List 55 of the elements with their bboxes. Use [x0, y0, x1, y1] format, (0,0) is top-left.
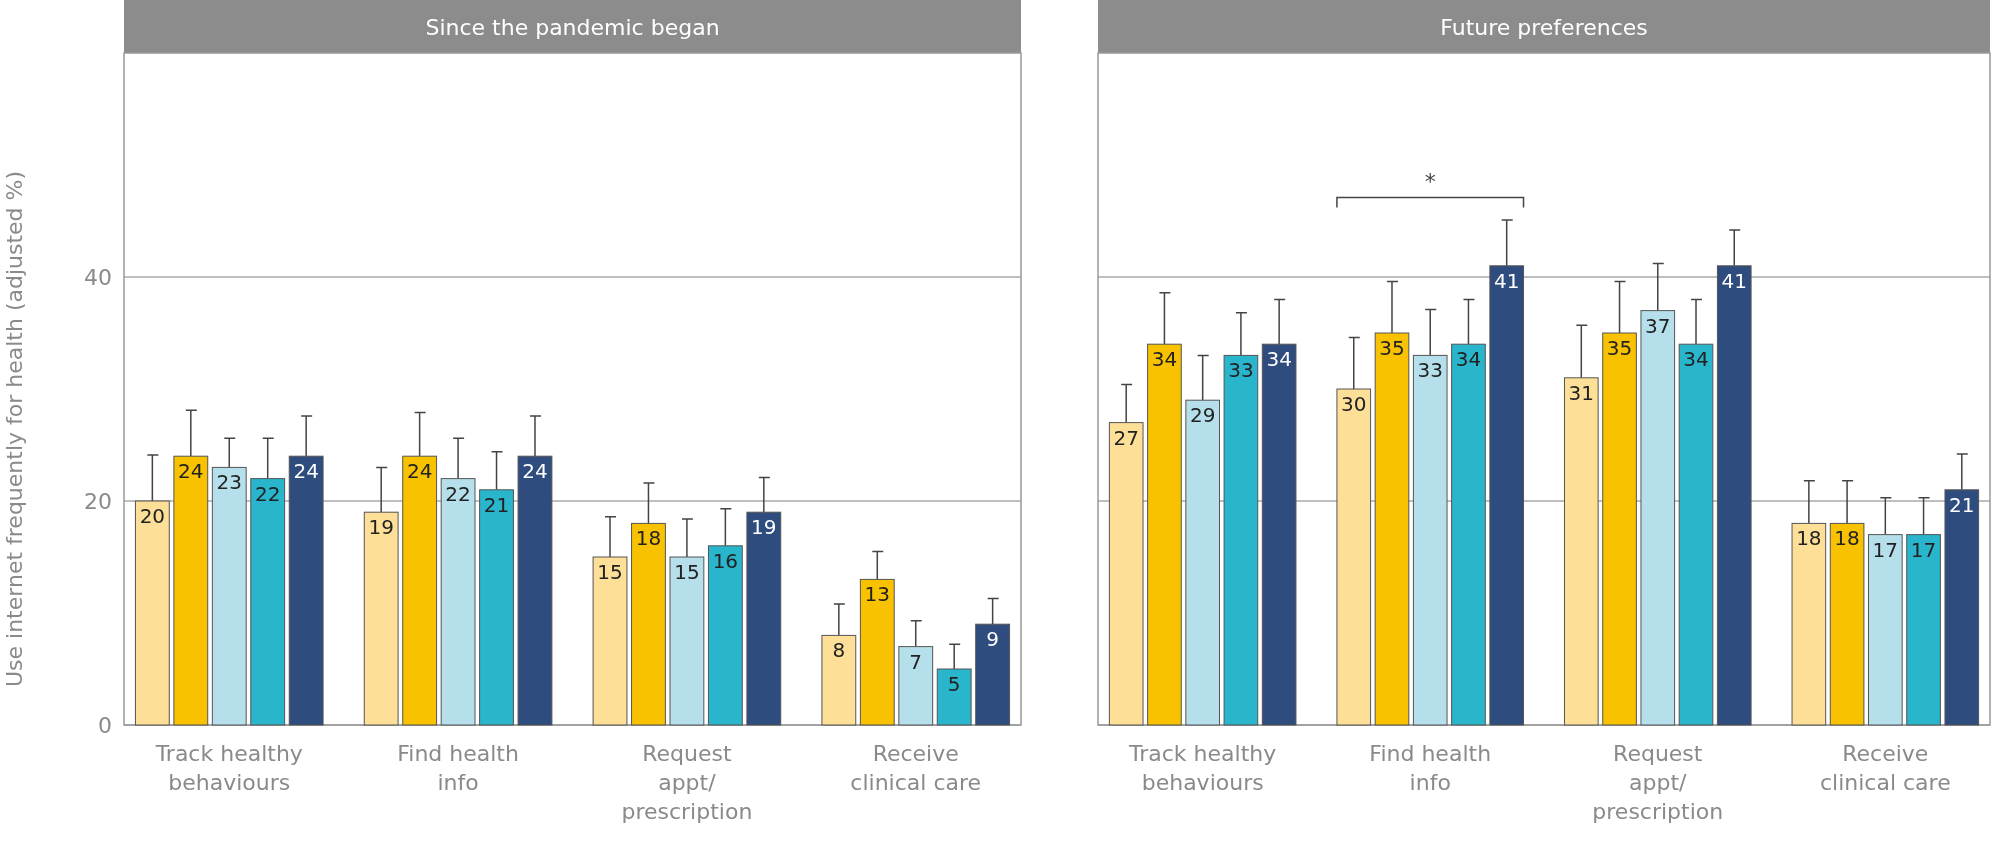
data-label: 13 [864, 582, 891, 607]
data-label: 41 [1721, 268, 1747, 293]
data-label: 16 [712, 548, 739, 573]
data-label: 21 [483, 492, 510, 517]
x-tick-label: Request appt/ prescription [1592, 741, 1724, 824]
data-label: 18 [1796, 526, 1822, 551]
data-label: 33 [1417, 358, 1443, 383]
x-tick-label: Receive clinical care [850, 741, 982, 795]
x-tick-label: Receive clinical care [1819, 741, 1951, 795]
data-label: 7 [909, 649, 923, 674]
data-label: 24 [406, 459, 433, 484]
data-label: 15 [597, 560, 623, 584]
data-label: 22 [445, 481, 471, 506]
data-label: 24 [293, 459, 319, 484]
data-label: 34 [1151, 347, 1178, 372]
data-label: 35 [1379, 336, 1405, 360]
x-tick-label: Track healthy behaviours [154, 741, 303, 795]
y-tick-label: 0 [98, 713, 112, 738]
x-tick-label: Request appt/ prescription [621, 741, 753, 824]
y-axis-title: Use internet frequently for health (adjusted %) [2, 170, 27, 688]
data-label: 24 [178, 459, 204, 484]
data-label: 34 [1683, 347, 1709, 372]
data-label: 19 [368, 515, 394, 540]
data-label: 5 [947, 672, 961, 696]
chart-title: Future preferences [1440, 14, 1648, 40]
data-label: 20 [139, 504, 166, 528]
data-label: 30 [1341, 392, 1367, 416]
data-label: 18 [1834, 526, 1860, 551]
y-tick-label: 40 [84, 265, 112, 290]
data-label: 17 [1910, 537, 1937, 562]
chart-title: Since the pandemic began [425, 14, 720, 40]
data-label: 21 [1949, 492, 1975, 517]
data-label: 34 [1266, 347, 1292, 372]
data-label: 34 [1455, 347, 1482, 372]
data-label: 35 [1606, 336, 1633, 360]
data-label: 27 [1113, 425, 1139, 450]
x-tick-label: Track healthy behaviours [1128, 741, 1277, 795]
x-tick-label: Find health info [1369, 741, 1492, 795]
x-tick-label: Find health info [397, 741, 519, 795]
data-label: 24 [522, 459, 548, 484]
data-label: 33 [1228, 358, 1254, 383]
data-label: 31 [1568, 380, 1595, 405]
y-tick-label: 20 [84, 489, 112, 514]
data-label: 22 [254, 481, 281, 506]
data-label: 19 [751, 515, 777, 540]
data-label: 18 [635, 526, 662, 551]
data-label: 8 [832, 638, 846, 663]
data-label: 41 [1493, 268, 1520, 293]
data-label: 37 [1645, 313, 1671, 338]
annotation: * [1424, 169, 1436, 195]
data-label: 15 [674, 560, 700, 584]
data-label: 23 [216, 470, 242, 495]
data-label: 17 [1872, 537, 1899, 562]
data-label: 9 [986, 627, 1000, 652]
data-label: 29 [1189, 403, 1216, 428]
